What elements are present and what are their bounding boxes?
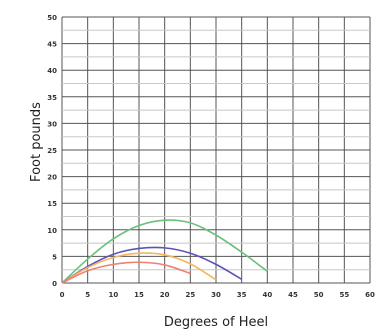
x-tick-label: 0 — [60, 291, 65, 299]
x-tick-label: 10 — [108, 291, 118, 299]
x-axis-label: Degrees of Heel — [164, 315, 268, 330]
series-line-3 — [61, 252, 217, 284]
x-tick-label: 50 — [314, 291, 324, 299]
x-tick-label: 45 — [288, 291, 298, 299]
y-tick-label: 0 — [52, 280, 57, 288]
y-tick-label: 15 — [47, 200, 57, 208]
x-tick-label: 60 — [365, 291, 375, 299]
series-line-1 — [61, 219, 268, 284]
x-tick-label: 30 — [211, 291, 221, 299]
x-tick-label: 20 — [160, 291, 170, 299]
y-tick-label: 30 — [47, 120, 57, 128]
x-tick-label: 40 — [262, 291, 272, 299]
x-tick-label: 35 — [237, 291, 247, 299]
series-line-2 — [61, 246, 243, 284]
y-tick-label: 5 — [52, 253, 57, 261]
series-lines — [61, 219, 268, 284]
x-tick-label: 5 — [85, 291, 90, 299]
x-tick-label: 15 — [134, 291, 144, 299]
grid — [61, 16, 371, 284]
y-tick-label: 50 — [47, 14, 57, 22]
y-tick-label: 20 — [47, 174, 57, 182]
y-tick-label: 25 — [47, 147, 57, 155]
y-tick-label: 40 — [47, 67, 57, 75]
x-tick-labels: 0 5 10 15 20 25 30 35 40 45 50 55 60 — [60, 291, 375, 299]
y-tick-label: 45 — [47, 41, 57, 49]
y-tick-label: 35 — [47, 94, 57, 102]
y-tick-labels: 0 5 10 15 20 25 30 35 40 45 50 — [47, 14, 57, 288]
y-tick-label: 10 — [47, 227, 57, 235]
y-axis-label: Foot pounds — [29, 102, 44, 182]
x-tick-label: 25 — [185, 291, 195, 299]
series-line-4 — [61, 261, 191, 284]
x-tick-label: 55 — [339, 291, 349, 299]
